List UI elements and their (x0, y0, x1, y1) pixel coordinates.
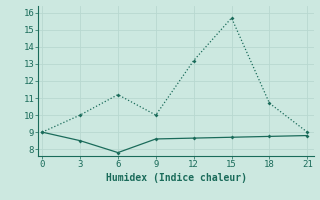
X-axis label: Humidex (Indice chaleur): Humidex (Indice chaleur) (106, 173, 246, 183)
